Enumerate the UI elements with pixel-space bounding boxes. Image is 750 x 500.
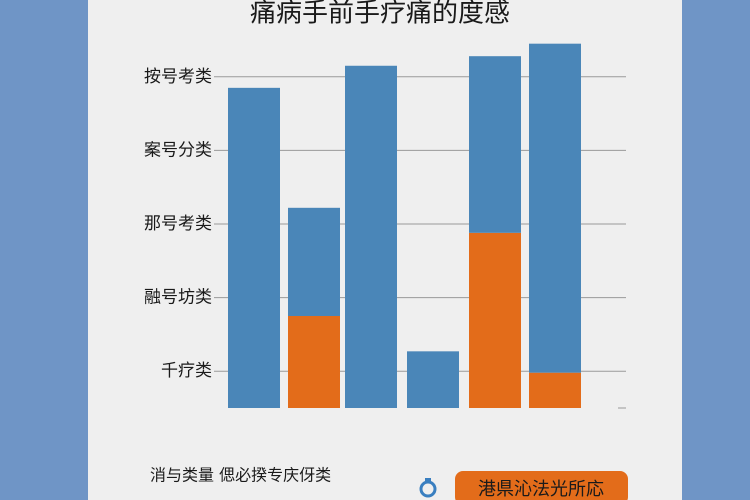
- bar-segment: [529, 43, 581, 373]
- button-label[interactable]: 港県沁法光所応: [478, 479, 604, 500]
- bar-segment: [469, 56, 521, 233]
- bar-segment: [288, 316, 340, 408]
- y-tick-label: 按号考类: [144, 67, 212, 87]
- y-tick-label: 千疗类: [161, 361, 212, 381]
- chart-title: 痛病手前手疗痛的度感: [250, 0, 510, 29]
- note: 消与类量 偲必揆专庆伢类: [150, 466, 331, 485]
- bar-segment: [407, 351, 459, 408]
- bar-segment: [288, 207, 340, 316]
- action-button[interactable]: [455, 471, 628, 500]
- bar-segment: [529, 372, 581, 408]
- bar-segment: [469, 232, 521, 408]
- y-tick-label: 那号考类: [144, 214, 212, 234]
- bar-segment: [345, 65, 397, 408]
- y-tick-label: 案号分类: [144, 140, 212, 160]
- icon: [419, 478, 437, 498]
- bar-segment: [228, 87, 280, 408]
- y-tick-label: 融号坊类: [144, 288, 212, 308]
